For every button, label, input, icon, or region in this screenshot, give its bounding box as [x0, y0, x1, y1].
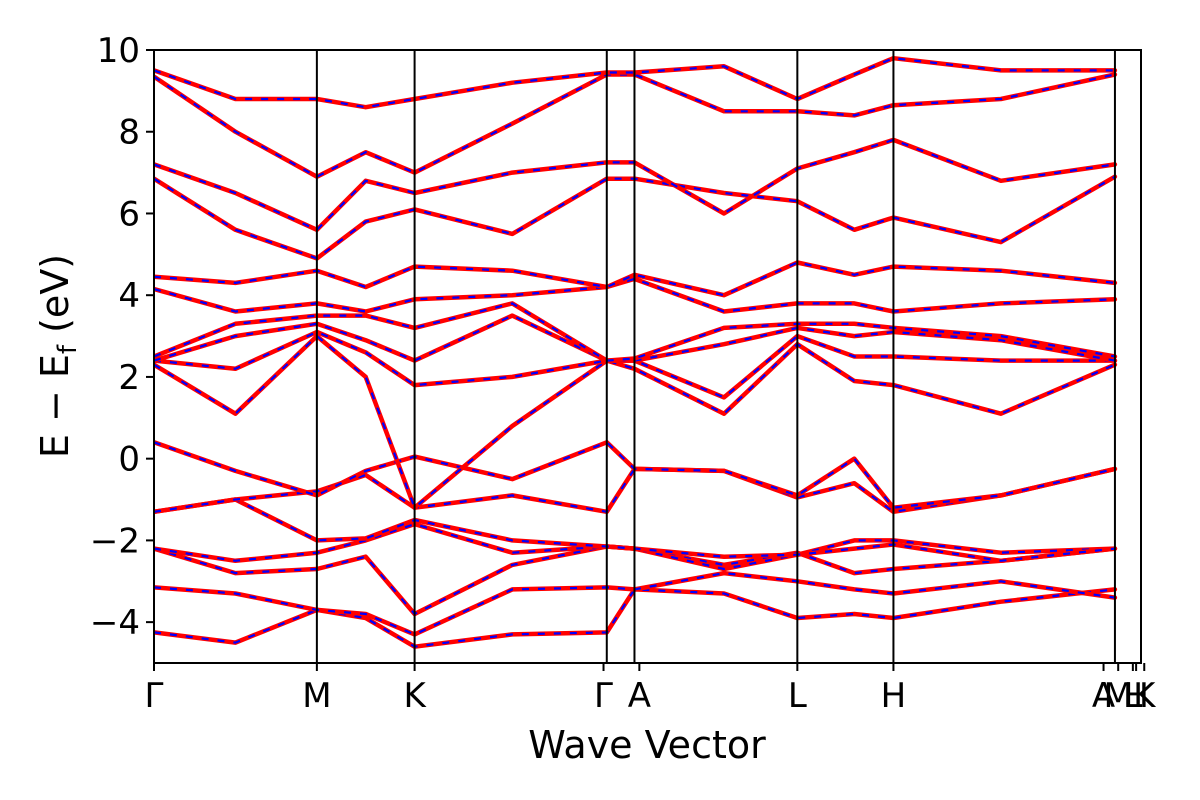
- x-tick-label-1: M: [302, 676, 331, 716]
- y-tick-label-0: −4: [90, 603, 140, 643]
- x-tick-label-6: H: [881, 676, 907, 716]
- y-axis: −4 −2 0 2 4 6 8 10: [90, 31, 154, 643]
- band-line-overlay-13: [154, 175, 1116, 260]
- x-axis-title: Wave Vector: [528, 723, 766, 767]
- band-line-overlay-5: [154, 467, 1116, 513]
- band-line-overlay-14: [154, 138, 1116, 231]
- plot-frame: [153, 49, 1142, 664]
- high-symmetry-lines: [315, 50, 1116, 663]
- y-tick-label-2: 0: [118, 440, 140, 480]
- y-tick-label-7: 10: [97, 31, 140, 71]
- band-line-overlay-10: [154, 302, 1116, 362]
- y-tick-label-4: 4: [118, 276, 140, 316]
- band-line-overlay-12: [154, 261, 1116, 297]
- x-tick-label-11: K: [1133, 676, 1157, 716]
- band-line-overlay-8: [154, 330, 1115, 399]
- x-tick-label-0: Γ: [145, 676, 164, 716]
- band-line-overlay-16: [154, 57, 1115, 109]
- x-tick-label-5: L: [788, 676, 807, 716]
- x-tick-label-8: M: [1104, 676, 1133, 716]
- band-line-overlay-1: [154, 572, 1116, 636]
- x-tick-label-2: K: [403, 676, 427, 716]
- band-lines: [154, 55, 1118, 649]
- x-tick-label-7: A: [1092, 676, 1115, 716]
- band-line-overlay-4: [154, 498, 1116, 562]
- y-tick-label-1: −2: [90, 521, 140, 561]
- y-tick-label-5: 6: [118, 194, 140, 234]
- y-tick-label-6: 8: [118, 113, 140, 153]
- band-line-overlay-6: [154, 441, 1116, 509]
- x-tick-label-4: A: [628, 676, 651, 716]
- y-tick-label-3: 2: [118, 358, 140, 398]
- x-tick-label-10: H: [1123, 676, 1149, 716]
- y-axis-title: E − Ef (eV): [33, 254, 83, 458]
- x-tick-label-3: Γ: [594, 676, 613, 716]
- band-line-7: [154, 333, 1118, 510]
- band-line-overlay-2: [154, 545, 1116, 616]
- x-tick-label-9: L: [1123, 676, 1142, 716]
